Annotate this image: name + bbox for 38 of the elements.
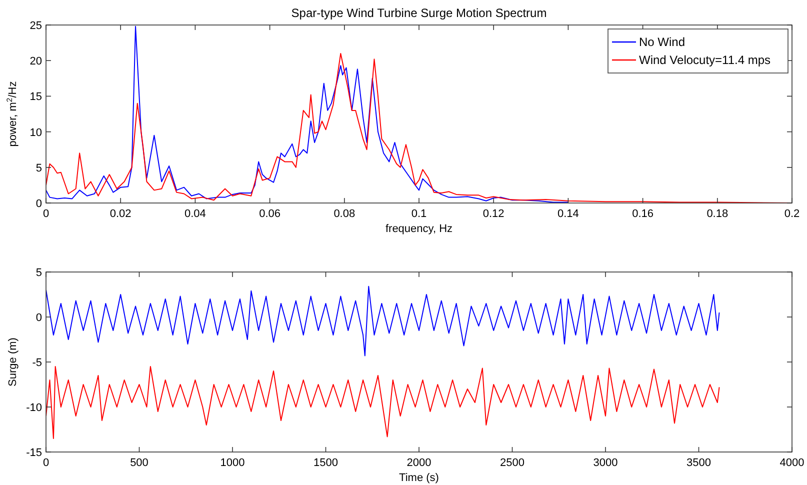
y-tick-label: -15 (26, 447, 42, 459)
legend-label: Wind Velocuty=11.4 mps (639, 53, 771, 67)
x-axis-title: Time (s) (399, 472, 439, 484)
x-tick-label: 0.08 (334, 208, 356, 220)
y-tick-label: 5 (36, 267, 42, 279)
y-axis-title: Surge (m) (7, 338, 19, 386)
x-tick-label: 0.06 (259, 208, 281, 220)
y-tick-label: 5 (36, 162, 42, 174)
x-tick-label: 0.04 (184, 208, 206, 220)
x-tick-label: 0.02 (110, 208, 132, 220)
y-tick-label: 15 (30, 91, 42, 104)
y-tick-label: 25 (30, 20, 42, 32)
x-tick-label: 0.14 (557, 208, 579, 220)
x-tick-label: 0.18 (706, 208, 728, 220)
y-tick-label: -5 (32, 357, 42, 369)
line-series (46, 286, 720, 356)
x-tick-label: 3000 (593, 457, 618, 469)
y-tick-label: 20 (30, 56, 42, 68)
chart-title: Spar-type Wind Turbine Surge Motion Spectrum (291, 6, 547, 20)
x-tick-label: 0.16 (632, 208, 654, 220)
x-tick-label: 3500 (686, 457, 711, 469)
line-series (46, 366, 720, 439)
x-tick-label: 500 (130, 457, 148, 469)
x-tick-label: 2500 (500, 457, 524, 469)
x-tick-label: 1000 (220, 457, 245, 469)
x-tick-label: 1500 (314, 457, 338, 469)
legend-label: No Wind (639, 35, 686, 49)
x-tick-label: 2000 (406, 457, 432, 469)
line-series (46, 26, 569, 203)
x-axis-title: frequency, Hz (385, 223, 453, 235)
y-tick-label: -10 (26, 402, 42, 414)
y-tick-label: 0 (36, 198, 42, 210)
y-tick-label: 0 (36, 312, 42, 324)
x-tick-label: 0.1 (411, 208, 427, 220)
x-tick-label: 4000 (780, 457, 804, 469)
x-tick-label: 0.12 (482, 208, 504, 220)
y-tick-label: 10 (30, 126, 42, 139)
x-tick-label: 0.2 (784, 208, 800, 220)
